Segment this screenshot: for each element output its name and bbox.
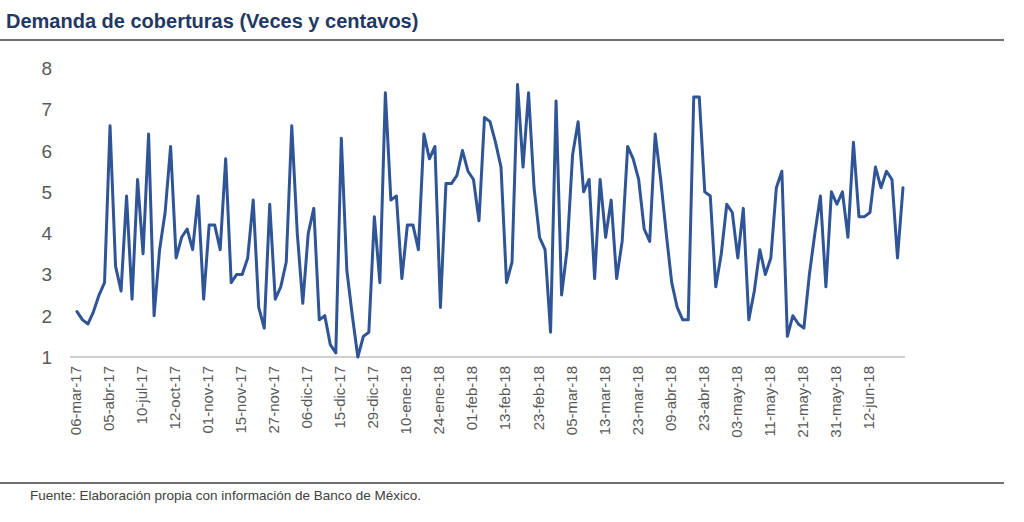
y-tick-label: 2	[41, 306, 52, 327]
x-tick-label: 29-dic-17	[364, 366, 381, 429]
x-tick-label: 23-feb-18	[530, 366, 547, 430]
x-tick-label: 09-abr-18	[662, 366, 679, 431]
x-tick-label: 12-oct-17	[166, 366, 183, 429]
x-tick-label: 31-may-18	[827, 366, 844, 438]
x-tick-label: 12-jun-18	[860, 366, 877, 429]
x-axis-line	[70, 356, 905, 358]
x-tick-label: 15-dic-17	[331, 366, 348, 429]
data-line	[77, 85, 903, 357]
x-tick-label: 05-mar-18	[563, 366, 580, 435]
x-tick-label: 13-feb-18	[496, 366, 513, 430]
x-tick-label: 24-ene-18	[430, 366, 447, 434]
x-tick-label: 06-mar-17	[67, 366, 84, 435]
x-tick-label: 15-nov-17	[232, 366, 249, 434]
x-tick-label: 01-nov-17	[199, 366, 216, 434]
y-tick-label: 5	[41, 182, 52, 203]
x-tick-label: 13-mar-18	[596, 366, 613, 435]
x-tick-label: 03-may-18	[728, 366, 745, 438]
plot-area	[77, 85, 903, 357]
source-note: Fuente: Elaboración propia con informaci…	[30, 488, 421, 503]
x-tick-label: 01-feb-18	[463, 366, 480, 430]
chart-svg: Demanda de coberturas (Veces y centavos)…	[0, 0, 1024, 522]
x-tick-label: 27-nov-17	[265, 366, 282, 434]
x-tick-label: 10-ene-18	[397, 366, 414, 434]
x-tick-label: 06-dic-17	[298, 366, 315, 429]
y-tick-label: 8	[41, 58, 52, 79]
x-tick-label: 05-abr-17	[100, 366, 117, 431]
title-rule	[0, 39, 1004, 40]
chart-container: Demanda de coberturas (Veces y centavos)…	[0, 0, 1024, 522]
x-tick-label: 23-abr-18	[695, 366, 712, 431]
y-tick-label: 7	[41, 99, 52, 120]
y-tick-label: 6	[41, 141, 52, 162]
x-tick-label: 10-jul-17	[133, 366, 150, 424]
x-tick-label: 11-may-18	[761, 366, 778, 437]
y-tick-label: 1	[41, 347, 52, 368]
y-tick-label: 3	[41, 264, 52, 285]
x-tick-label: 21-may-18	[794, 366, 811, 438]
chart-title: Demanda de coberturas (Veces y centavos)	[6, 10, 418, 32]
x-tick-label: 23-mar-18	[629, 366, 646, 435]
y-tick-label: 4	[41, 223, 52, 244]
source-rule	[0, 482, 1004, 483]
